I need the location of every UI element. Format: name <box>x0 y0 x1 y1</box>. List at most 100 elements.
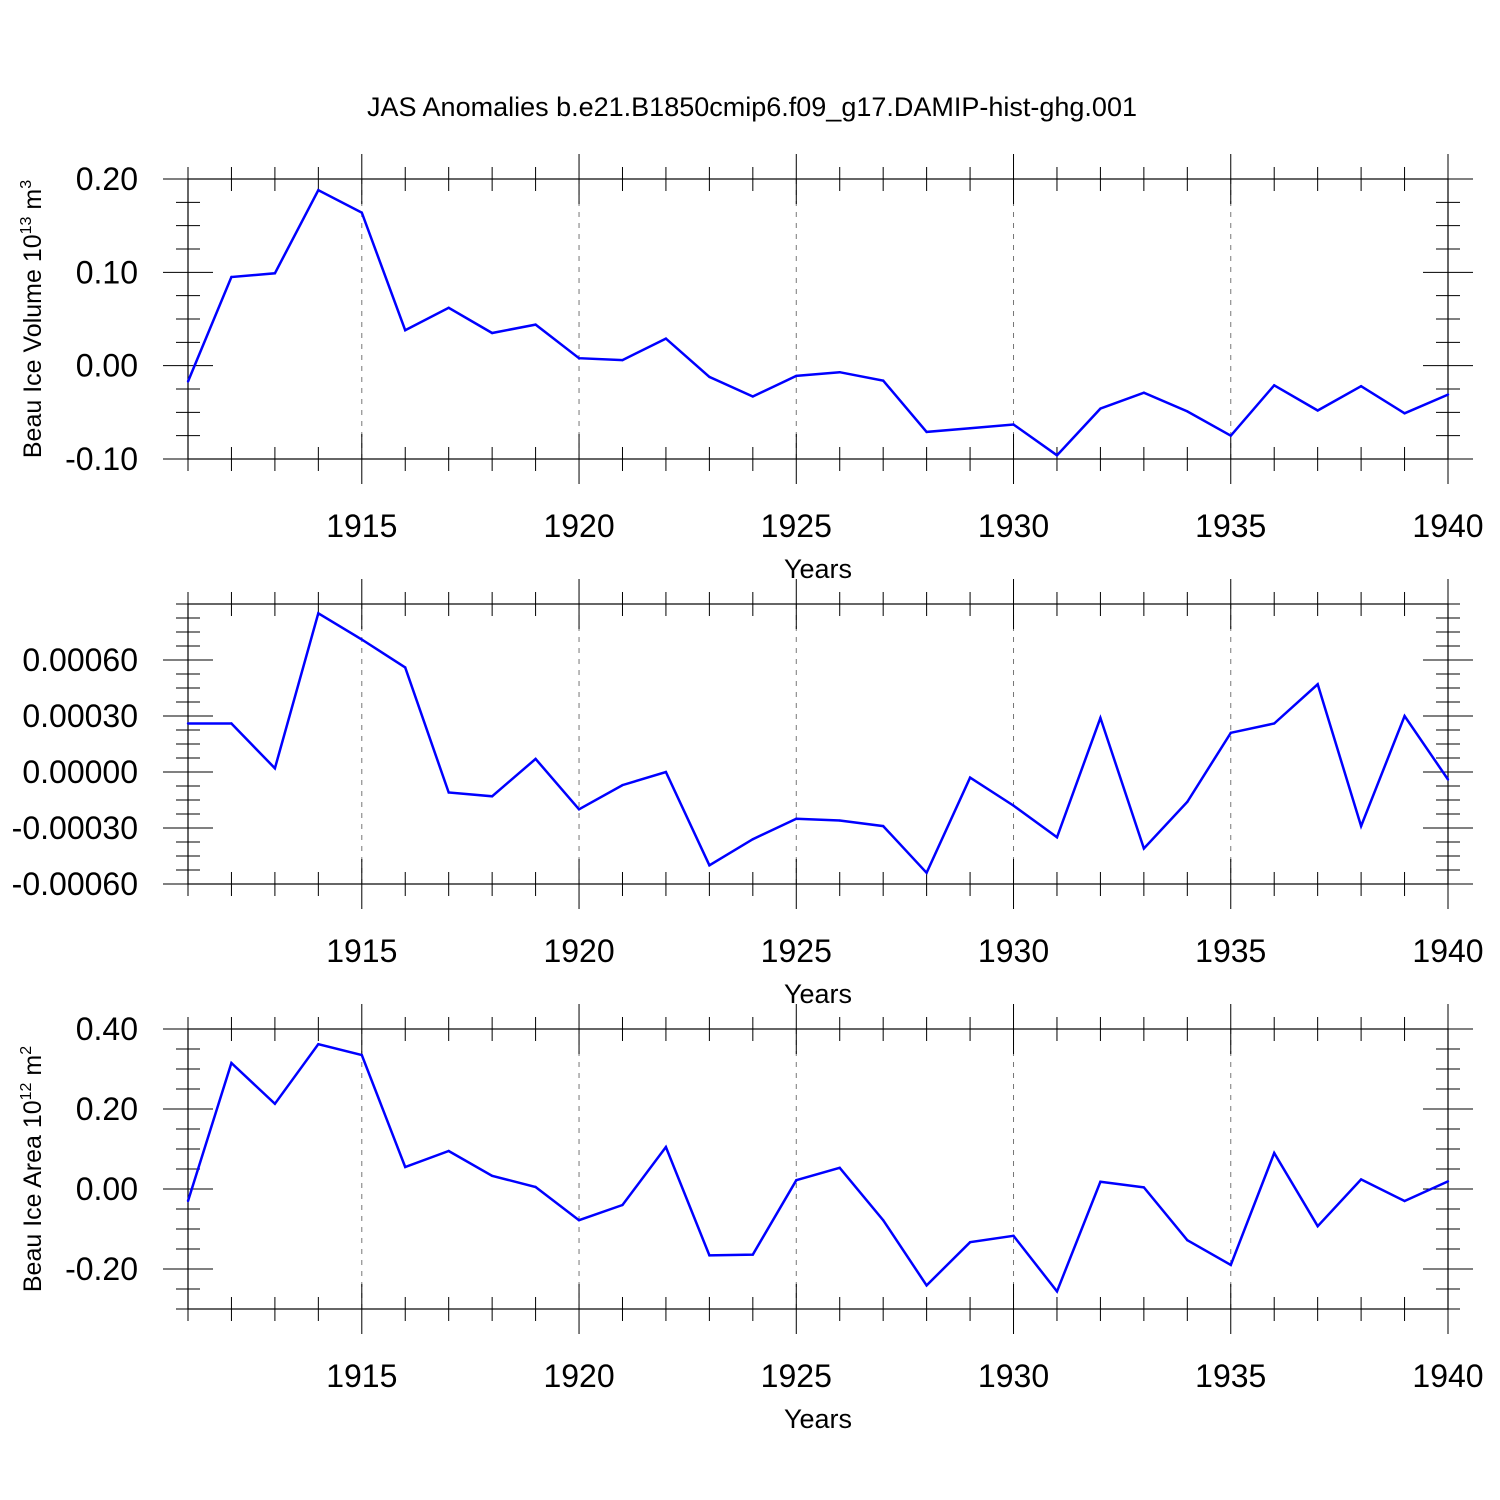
data-point <box>1359 824 1363 828</box>
x-tick-label: 1930 <box>978 1358 1049 1394</box>
data-point <box>1446 393 1450 396</box>
panel-2: -0.00060 -0.00030 0.00000 0.00030 0.00060 191… <box>12 579 1484 1009</box>
data-point <box>968 1241 972 1244</box>
series-line <box>186 1042 1449 1294</box>
data-point <box>230 722 233 725</box>
data-point <box>708 375 711 379</box>
data-point <box>447 791 450 794</box>
data-point <box>273 272 277 275</box>
data-point <box>1142 1186 1146 1189</box>
y-tick-label: 0.40 <box>76 1011 138 1047</box>
data-point <box>1012 1234 1015 1238</box>
data-point <box>1229 731 1232 734</box>
data-point <box>404 1165 407 1169</box>
data-point <box>1229 1263 1232 1267</box>
data-point <box>1055 454 1059 457</box>
data-point <box>708 864 711 867</box>
x-tick-label: 1930 <box>978 933 1049 969</box>
data-point <box>664 337 668 340</box>
data-point <box>360 211 363 214</box>
data-point <box>1403 1199 1406 1203</box>
data-point <box>447 306 450 309</box>
data-point <box>230 275 233 279</box>
data-point <box>751 1253 755 1256</box>
data-point <box>1273 384 1276 387</box>
data-point <box>1012 804 1015 807</box>
x-tick-label: 1935 <box>1195 508 1266 544</box>
data-point <box>1359 1178 1363 1181</box>
data-point <box>577 357 581 360</box>
data-point <box>317 1043 320 1046</box>
data-point <box>621 358 624 362</box>
data-point <box>1273 1151 1276 1155</box>
data-point <box>1099 716 1102 720</box>
x-tick-label: 1940 <box>1412 1358 1483 1394</box>
data-point <box>664 770 668 774</box>
x-tick-label: 1920 <box>543 1358 614 1394</box>
data-point <box>360 1053 363 1057</box>
data-point <box>1316 1225 1319 1228</box>
data-point <box>708 1254 711 1257</box>
x-axis-label: Years <box>784 554 852 584</box>
x-tick-label: 1925 <box>761 933 832 969</box>
x-tick-label: 1940 <box>1412 933 1483 969</box>
data-point <box>317 612 320 615</box>
data-point <box>664 1145 668 1149</box>
x-tick-label: 1940 <box>1412 508 1483 544</box>
data-point <box>1099 407 1102 410</box>
data-point <box>621 783 624 787</box>
data-point <box>795 1179 798 1182</box>
y-tick-label: 0.20 <box>76 1091 138 1127</box>
data-point <box>186 1199 190 1203</box>
x-tick-label: 1925 <box>761 1358 832 1394</box>
y-tick-label: 0.10 <box>76 254 138 290</box>
data-point <box>838 371 841 374</box>
plot-frame <box>187 603 1449 885</box>
x-tick-label: 1930 <box>978 508 1049 544</box>
series-line <box>188 611 1450 876</box>
data-point <box>968 427 972 430</box>
x-tick-label: 1915 <box>326 1358 397 1394</box>
y-tick-label: -0.20 <box>65 1251 138 1287</box>
data-point <box>186 722 190 725</box>
data-point <box>751 838 755 841</box>
data-point <box>1186 800 1189 804</box>
data-point <box>273 1102 277 1106</box>
chart-title: JAS Anomalies b.e21.B1850cmip6.f09_g17.D… <box>367 92 1137 122</box>
data-point <box>1142 847 1146 850</box>
data-point <box>230 1061 233 1065</box>
data-point <box>881 1219 885 1222</box>
data-point <box>751 395 755 398</box>
data-point <box>968 776 972 779</box>
data-point <box>1316 683 1319 686</box>
data-point <box>447 1149 450 1153</box>
y-tick-label: 0.00000 <box>22 754 138 790</box>
x-tick-label: 1920 <box>543 933 614 969</box>
data-point <box>1446 1180 1450 1183</box>
data-point <box>1142 391 1146 394</box>
data-point <box>881 379 885 382</box>
x-axis-label: Years <box>784 979 852 1009</box>
plot-frame <box>187 1028 1449 1310</box>
data-point <box>490 1174 494 1178</box>
data-point <box>621 1203 624 1207</box>
chart-panels: -0.10 0.00 0.10 0.20 1915 1920 1925 1930 1935 194… <box>12 154 1484 1434</box>
panel-3: -0.20 0.00 0.20 0.40 1915 1920 1925 1930 1935 194… <box>18 1004 1484 1434</box>
data-point <box>1186 1239 1189 1242</box>
data-point <box>1229 434 1232 437</box>
y-tick-label: -0.10 <box>65 441 138 477</box>
y-axis-label: Beau Ice Volume 1013 m3 <box>18 180 47 458</box>
data-point <box>1099 1180 1102 1184</box>
data-point <box>317 189 320 192</box>
panel-1: -0.10 0.00 0.10 0.20 1915 1920 1925 1930 1935 194… <box>18 154 1484 584</box>
data-point <box>360 638 363 641</box>
data-point <box>186 380 190 383</box>
data-point <box>925 430 928 434</box>
series-line <box>186 188 1449 457</box>
x-tick-label: 1915 <box>326 508 397 544</box>
x-tick-label: 1915 <box>326 933 397 969</box>
x-axis-label: Years <box>784 1404 852 1434</box>
data-point <box>881 824 885 828</box>
